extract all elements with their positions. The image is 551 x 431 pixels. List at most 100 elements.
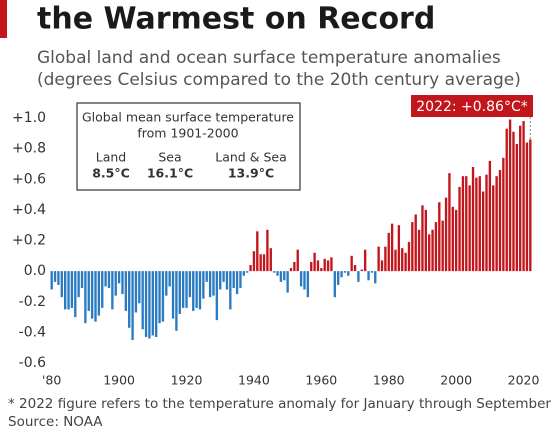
bar (134, 271, 138, 313)
bar (417, 229, 421, 272)
bar (229, 271, 232, 310)
bar (293, 261, 296, 272)
bar (360, 269, 363, 272)
footnote: * 2022 figure refers to the temperature … (8, 396, 551, 412)
bar (407, 242, 411, 272)
bar (50, 271, 53, 290)
bar (411, 222, 414, 272)
y-tick-label: +1.0 (12, 110, 46, 126)
y-tick-label: +0.2 (12, 233, 46, 249)
inset-title: from 1901-2000 (137, 126, 238, 141)
bar (97, 271, 101, 316)
bar (471, 167, 475, 272)
bar (148, 271, 151, 339)
bar (525, 142, 529, 272)
bar (215, 271, 219, 321)
bar (390, 223, 394, 272)
bar (374, 271, 377, 284)
bar (256, 231, 259, 272)
bar (246, 271, 249, 273)
inset-box (76, 102, 301, 191)
y-tick-label: +0.8 (12, 141, 46, 157)
x-tick-label: 2020 (508, 373, 540, 388)
bar (235, 271, 239, 295)
bar (94, 271, 97, 322)
bar (225, 271, 229, 290)
bar (330, 257, 333, 272)
bar (444, 197, 448, 272)
bar (104, 271, 107, 287)
bar (242, 271, 245, 276)
bar (475, 177, 478, 272)
bar (168, 271, 171, 287)
bar (117, 271, 121, 284)
bar (465, 176, 468, 272)
bar (508, 119, 512, 272)
inset-value: 13.9°C (228, 166, 274, 181)
y-tick-label: -0.6 (19, 355, 46, 371)
bar (80, 271, 84, 288)
bar (188, 271, 192, 298)
inset-label: Land & Sea (215, 150, 286, 165)
annotation: 2022: +0.86°C* (416, 99, 527, 115)
subtitle: (degrees Celsius compared to the 20th ce… (37, 70, 521, 90)
bar (468, 185, 471, 272)
bar (154, 271, 158, 337)
bar (326, 260, 330, 272)
bar (515, 144, 519, 272)
bar (421, 205, 424, 272)
subtitle: Global land and ocean surface temperatur… (37, 48, 501, 68)
bar (367, 271, 370, 281)
y-tick-label: -0.4 (19, 324, 46, 340)
bar (259, 254, 262, 272)
bar (222, 271, 225, 282)
bar (57, 271, 60, 285)
bar (289, 268, 293, 272)
bar (296, 249, 299, 272)
bar (502, 157, 505, 272)
bar (161, 271, 165, 322)
bar (232, 271, 235, 288)
bar (394, 249, 397, 272)
inset-value: 16.1°C (147, 166, 193, 181)
y-tick-label: +0.4 (12, 202, 46, 218)
bar (208, 271, 212, 298)
chart-title: the Warmest on Record (37, 2, 435, 37)
bar (74, 271, 77, 318)
bar (316, 260, 320, 272)
bar (454, 209, 458, 272)
bar (310, 261, 313, 272)
bar (441, 220, 444, 272)
bar (343, 271, 347, 273)
bar (192, 271, 195, 311)
bar (478, 176, 481, 272)
bar (337, 271, 340, 285)
bar (428, 234, 431, 272)
bar (384, 246, 387, 272)
source: Source: NOAA (8, 414, 103, 430)
bar (175, 271, 178, 331)
bar (198, 271, 202, 310)
bar (276, 271, 279, 276)
bar (181, 271, 185, 308)
bar (252, 251, 256, 272)
bar (431, 229, 434, 272)
bar (63, 271, 67, 310)
bar (171, 271, 175, 319)
bar (401, 248, 404, 272)
bar (363, 249, 367, 272)
bar (451, 206, 454, 272)
bar (323, 258, 326, 272)
title-accent (0, 0, 7, 38)
bar (87, 271, 90, 311)
y-tick-label: 0.0 (24, 263, 46, 279)
bar (185, 271, 188, 308)
bar (505, 128, 508, 272)
bar (138, 271, 141, 304)
bar (340, 271, 343, 278)
bar (202, 271, 205, 299)
bar (424, 209, 428, 272)
bar (347, 271, 350, 276)
x-tick-label: 1900 (103, 373, 135, 388)
